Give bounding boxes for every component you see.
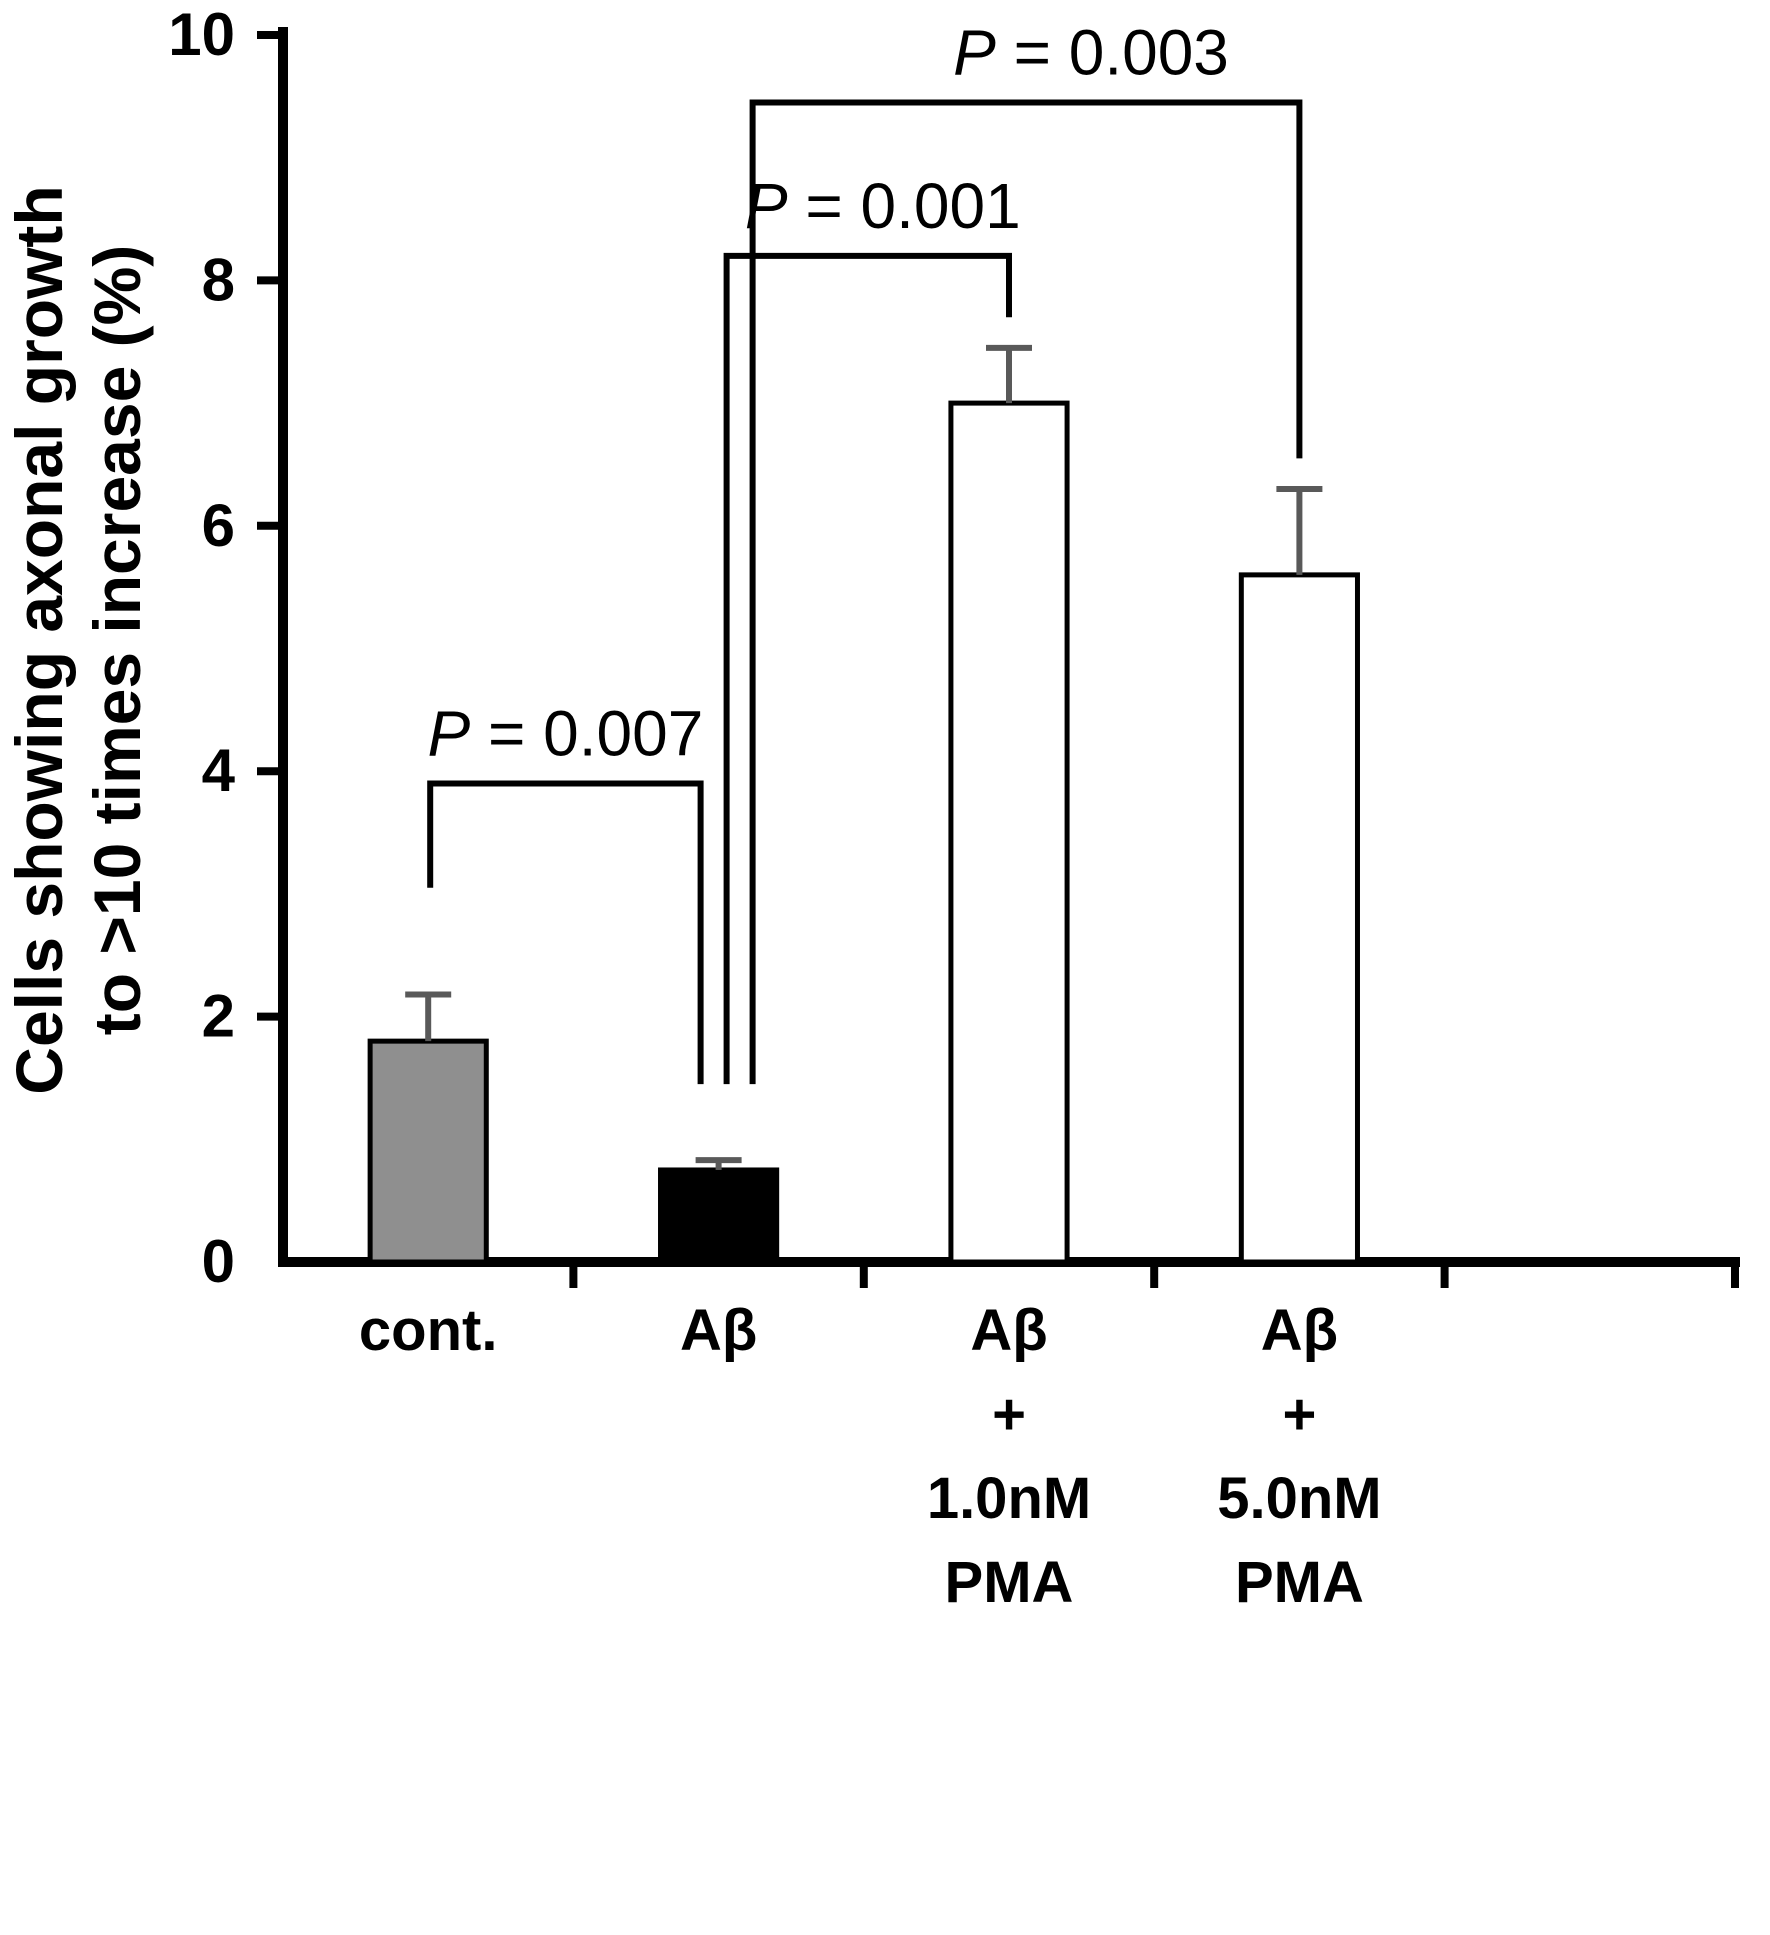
category-label: + <box>992 1382 1026 1447</box>
y-tick-label: 6 <box>202 492 235 559</box>
bar-aβ-+-1.0nm-pma <box>948 400 1070 1265</box>
significance-bracket <box>749 99 1303 1085</box>
category-label: PMA <box>945 1550 1074 1615</box>
y-axis-title-line1: Cells showing axonal growth <box>2 185 76 1094</box>
y-axis-title-line2: to >10 times increase (%) <box>80 245 154 1036</box>
category-label: + <box>1282 1382 1316 1447</box>
y-tick-label: 4 <box>202 737 236 804</box>
significance-bracket <box>723 252 1012 1085</box>
significance-label: P = 0.003 <box>953 16 1229 88</box>
significance-label: P = 0.007 <box>428 697 704 769</box>
category-label: Aβ <box>680 1298 757 1363</box>
y-tick-label: 10 <box>168 1 235 68</box>
y-tick-label: 2 <box>202 983 235 1050</box>
category-label: 5.0nM <box>1217 1466 1381 1531</box>
y-tick-label: 8 <box>202 246 235 313</box>
category-label: cont. <box>359 1298 498 1363</box>
category-label: 1.0nM <box>927 1466 1091 1531</box>
bar-aβ <box>658 1167 780 1265</box>
significance-bracket <box>427 780 704 1085</box>
category-label: PMA <box>1235 1550 1364 1615</box>
category-label: Aβ <box>1261 1298 1338 1363</box>
bar-aβ-+-5.0nm-pma <box>1238 572 1360 1265</box>
bar-cont. <box>367 1038 489 1265</box>
y-tick-label: 0 <box>202 1228 235 1295</box>
significance-label: P = 0.001 <box>745 170 1021 242</box>
category-label: Aβ <box>970 1298 1047 1363</box>
